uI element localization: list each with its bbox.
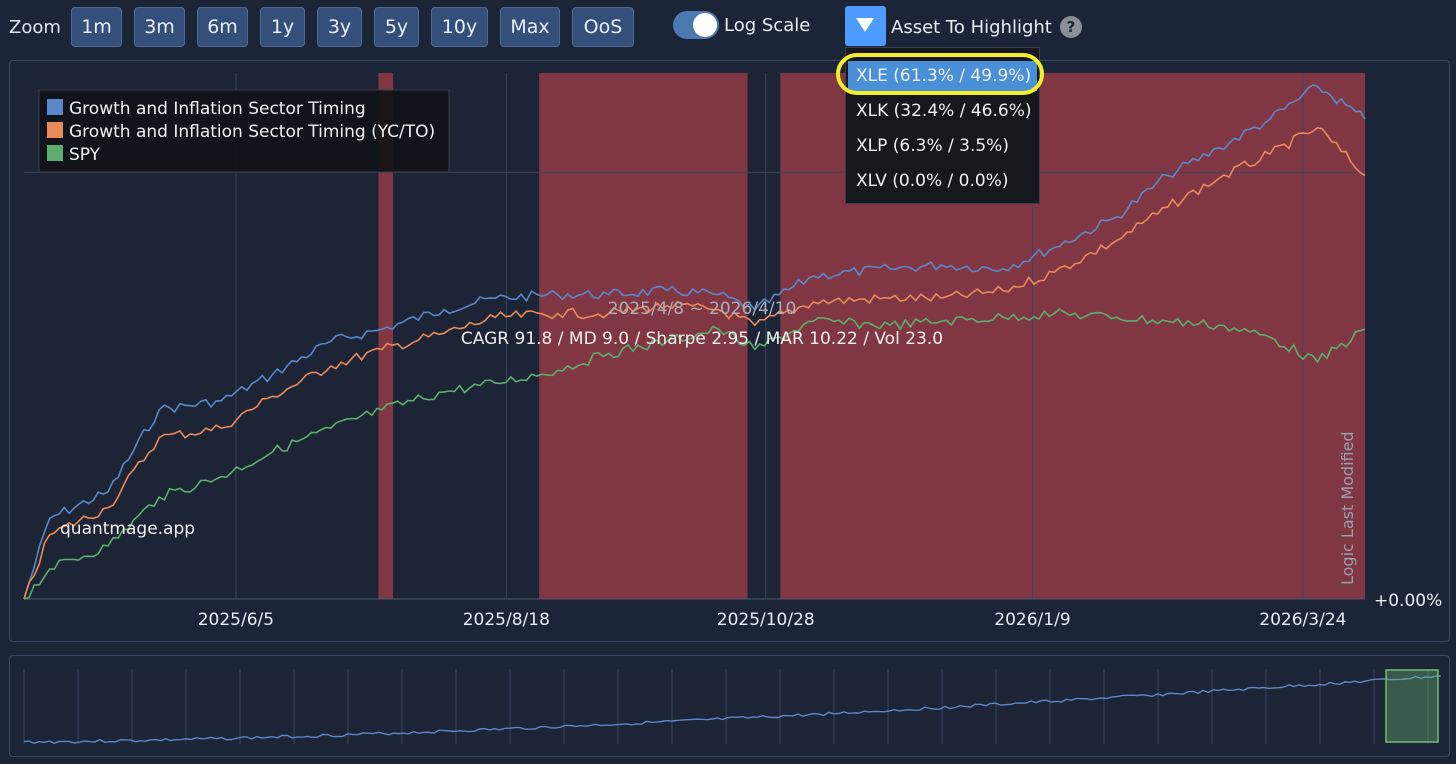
zoom-label: Zoom [9,17,61,38]
legend-label: Growth and Inflation Sector Timing [69,99,366,119]
dropdown-option-xle[interactable]: XLE (61.3% / 49.9%) [848,61,1037,91]
x-tick-label: 2025/6/5 [198,610,274,630]
series-line [23,84,1366,600]
asset-highlight-dropdown-button[interactable] [845,6,886,46]
stats-label: CAGR 91.8 / MD 9.0 / Sharpe 2.95 / MAR 1… [461,329,943,349]
performance-chart[interactable]: 2025/6/5 2025/8/18 2025/10/28 2026/1/9 2026/… [10,61,1451,643]
zoom-max-button[interactable]: Max [500,7,560,47]
legend-label: SPY [69,145,101,165]
date-range-label: 2025/4/8 ~ 2026/4/10 [608,299,797,319]
x-tick-label: 2025/8/18 [463,610,550,630]
dropdown-option-xlv[interactable]: XLV (0.0% / 0.0%) [856,171,1009,191]
navigator-plot [24,669,1441,744]
navigator-selection[interactable] [1385,669,1439,743]
zoom-5y-button[interactable]: 5y [374,7,419,47]
legend-swatch [47,145,63,161]
x-tick-label: 2025/10/28 [717,610,815,630]
legend-label: Growth and Inflation Sector Timing (YC/T… [69,122,435,142]
highlight-period [539,73,748,599]
navigator-series-line [23,675,1442,745]
asset-highlight-label: Asset To Highlight [891,17,1052,38]
dropdown-option-xlk[interactable]: XLK (32.4% / 46.6%) [856,101,1032,121]
baseline-label: +0.00% [1374,591,1442,611]
zoom-1y-button[interactable]: 1y [260,7,305,47]
x-tick-label: 2026/3/24 [1259,610,1346,630]
navigator-panel [9,655,1450,757]
toolbar: Zoom 1m 3m 6m 1y 3y 5y 10y Max OoS Log S… [0,0,1456,56]
x-tick-label: 2026/1/9 [994,610,1070,630]
watermark-label: quantmage.app [60,519,195,539]
chart-panel: 2025/6/5 2025/8/18 2025/10/28 2026/1/9 2026/… [9,60,1450,642]
zoom-3y-button[interactable]: 3y [317,7,362,47]
log-scale-toggle[interactable] [673,11,719,39]
asset-dropdown-menu: XLE (61.3% / 49.9%) XLK (32.4% / 46.6%) … [845,47,1040,204]
legend-swatch [47,122,63,138]
legend-swatch [47,99,63,115]
zoom-10y-button[interactable]: 10y [431,7,488,47]
series-line [23,126,1366,600]
logic-modified-label: Logic Last Modified [1338,431,1357,585]
toggle-knob [693,13,717,37]
legend-box [38,89,450,173]
log-scale-label: Log Scale [724,15,811,36]
series-line [23,308,1366,600]
triangle-down-icon [856,18,874,32]
highlight-period [378,73,394,599]
zoom-6m-button[interactable]: 6m [197,7,248,47]
zoom-3m-button[interactable]: 3m [134,7,185,47]
zoom-oos-button[interactable]: OoS [572,7,634,47]
help-icon[interactable]: ? [1060,16,1082,38]
navigator-chart[interactable] [10,656,1451,758]
zoom-1m-button[interactable]: 1m [71,7,122,47]
dropdown-option-xlp[interactable]: XLP (6.3% / 3.5%) [856,136,1009,156]
